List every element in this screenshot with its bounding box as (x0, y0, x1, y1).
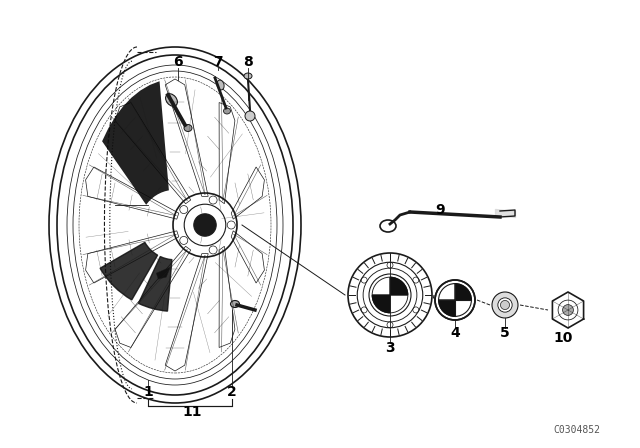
Text: 1: 1 (143, 385, 153, 399)
Circle shape (245, 111, 255, 121)
Wedge shape (455, 284, 471, 300)
Text: 11: 11 (182, 405, 202, 419)
Text: C0304852: C0304852 (553, 425, 600, 435)
Ellipse shape (244, 73, 252, 79)
Text: 5: 5 (500, 326, 510, 340)
Polygon shape (102, 81, 169, 205)
Text: 4: 4 (450, 326, 460, 340)
Polygon shape (156, 267, 170, 279)
Text: 8: 8 (243, 55, 253, 69)
Wedge shape (100, 242, 157, 300)
Wedge shape (372, 295, 390, 313)
Circle shape (498, 298, 512, 312)
Ellipse shape (223, 108, 230, 114)
Text: 10: 10 (554, 331, 573, 345)
Text: 9: 9 (435, 203, 445, 217)
Text: 7: 7 (213, 55, 223, 69)
Wedge shape (390, 277, 408, 295)
Wedge shape (439, 300, 455, 316)
Circle shape (194, 214, 216, 236)
Ellipse shape (184, 125, 192, 132)
Ellipse shape (217, 80, 224, 90)
Text: 2: 2 (227, 385, 237, 399)
Ellipse shape (230, 301, 239, 307)
Ellipse shape (166, 94, 177, 106)
Circle shape (435, 280, 475, 320)
Wedge shape (138, 257, 172, 311)
Text: 6: 6 (173, 55, 183, 69)
Circle shape (500, 301, 509, 310)
Text: 3: 3 (385, 341, 395, 355)
Circle shape (563, 305, 573, 315)
Circle shape (492, 292, 518, 318)
